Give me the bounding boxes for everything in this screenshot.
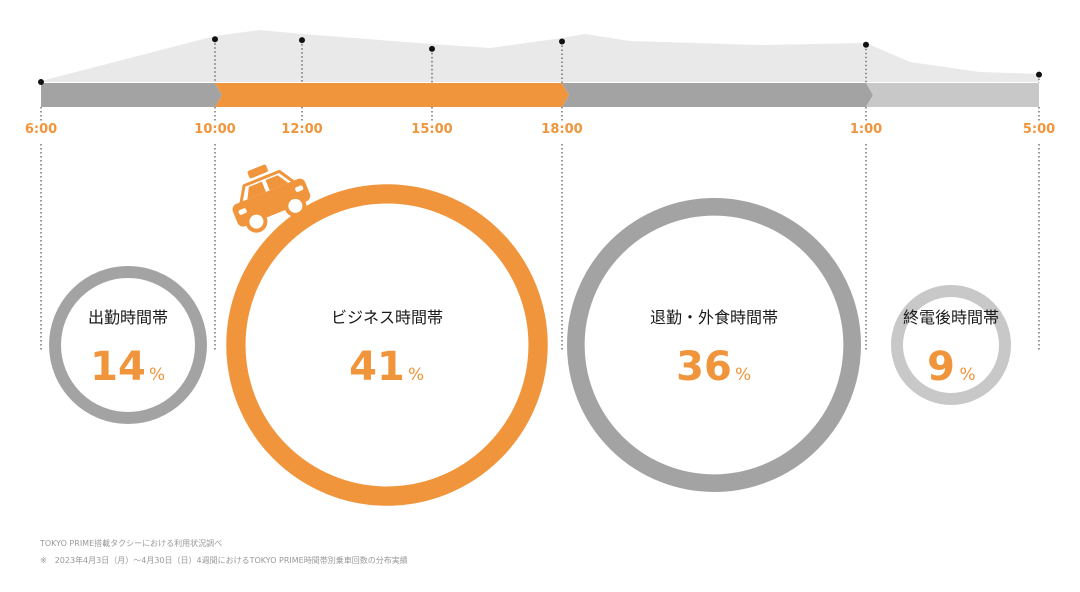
segment-bubble: 退勤・外食時間帯 36% (567, 198, 861, 492)
curve-marker (212, 36, 218, 43)
curve-marker (863, 41, 869, 48)
tick-label: 18:00 (541, 122, 582, 137)
bubble-title: 終電後時間帯 (903, 308, 999, 327)
demand-area (41, 30, 1039, 82)
segment-bubble: ビジネス時間帯 41% (226, 184, 548, 506)
period-note: ※ 2023年4月3日（月）～4月30日（日）4週間におけるTOKYO PRIM… (40, 556, 408, 565)
bar-segment (866, 83, 1039, 107)
tick-label: 10:00 (194, 122, 235, 137)
bubble-unit: % (735, 365, 751, 385)
bar-segment (215, 83, 569, 107)
bubble-ring (49, 266, 207, 424)
bubble-value: 36 (676, 344, 732, 390)
bubble-value: 41 (349, 344, 405, 390)
curve-marker (299, 37, 305, 44)
bubble-ring (226, 184, 548, 506)
guide-lines (40, 39, 1040, 350)
curve-marker (559, 38, 565, 45)
source-note: TOKYO PRIME搭載タクシーにおける利用状況調べ (40, 539, 223, 548)
bar-segment (562, 83, 873, 107)
bubble-value: 14 (90, 344, 146, 390)
segment-bubble: 出勤時間帯 14% (49, 266, 207, 424)
bubble-unit: % (149, 365, 165, 385)
curve-marker (38, 79, 44, 85)
taxi-icon (232, 164, 311, 233)
tick-label: 1:00 (850, 122, 882, 137)
tick-label: 5:00 (1023, 122, 1055, 137)
curve-marker (1036, 71, 1042, 78)
bubbles: 出勤時間帯 14 % ビジネス時間帯 41 % 退勤・外食時間帯 36 % 終電後時間帯 9% (49, 184, 1011, 506)
tick-label: 6:00 (25, 122, 57, 137)
bar-segment (41, 83, 222, 107)
bubble-title: 退勤・外食時間帯 (650, 308, 778, 327)
tick-label: 12:00 (281, 122, 322, 137)
curve-markers (38, 36, 1042, 85)
bubble-ring (567, 198, 861, 492)
tick-label: 15:00 (411, 122, 452, 137)
bubble-unit: % (408, 365, 424, 385)
bubble-title: ビジネス時間帯 (331, 308, 443, 327)
bubble-unit: % (960, 365, 976, 385)
timeline-bar (41, 83, 1039, 107)
bubble-ring (891, 285, 1011, 405)
bubble-title: 出勤時間帯 (88, 308, 168, 327)
curve-marker (429, 45, 435, 52)
segment-bubble: 終電後時間帯 9% (891, 285, 1011, 405)
bubble-value: 9 (927, 344, 955, 390)
time-axis: 6:00 10:00 12:00 15:00 18:00 1:00 5:00 (25, 122, 1055, 137)
